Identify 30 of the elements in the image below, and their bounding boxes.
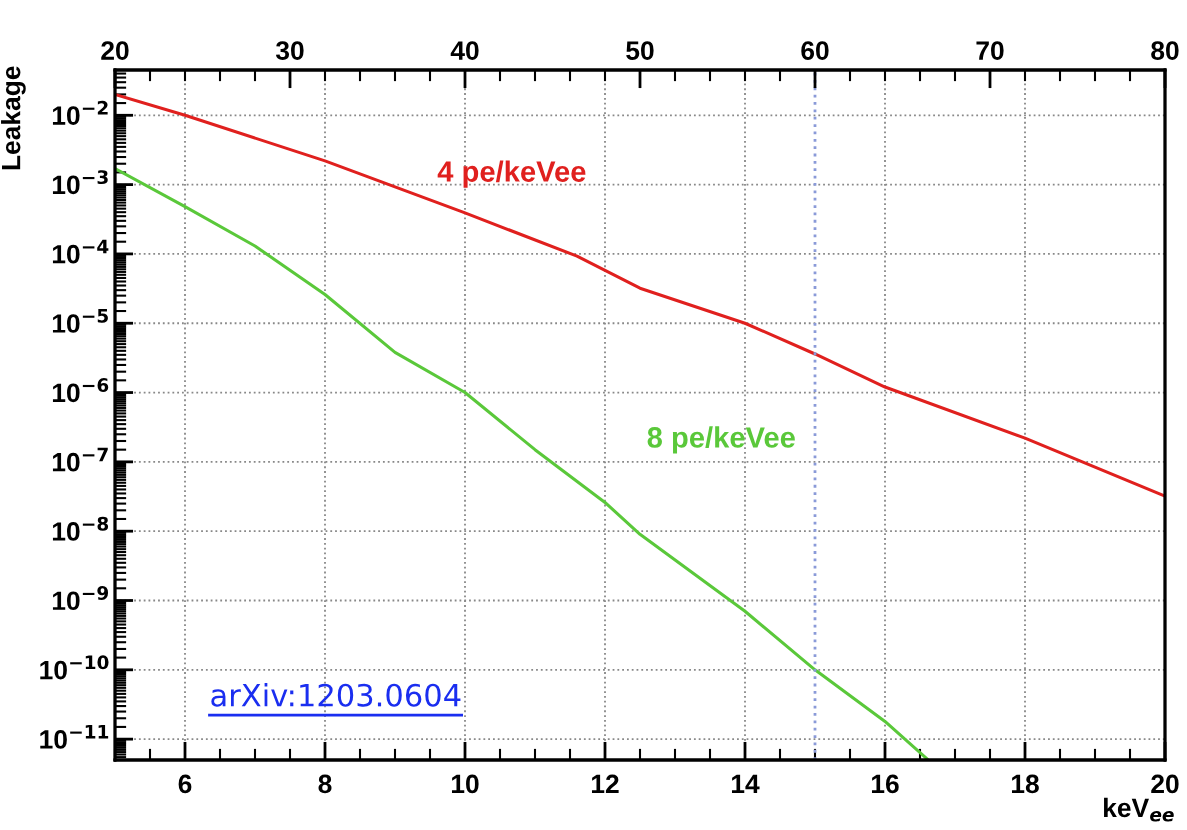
x2-tick-label: 70 <box>976 41 1004 60</box>
x2-tick-label: 20 <box>101 41 129 60</box>
x2-tick-label: 60 <box>801 41 829 60</box>
x-tick-label: 18 <box>1011 774 1039 794</box>
y-axis-title: Leakage <box>1 66 26 170</box>
x-axis-title: keV$_{ee}$ <box>1104 797 1174 822</box>
x-tick-label: 16 <box>871 774 899 794</box>
y-tick-label: 10$^{−6}$ <box>52 378 109 403</box>
x-tick-label: 6 <box>178 774 192 794</box>
x2-tick-label: 40 <box>450 41 479 60</box>
y-tick-label: 10$^{−8}$ <box>52 516 109 541</box>
y-tick-label: 10$^{−4}$ <box>52 239 109 264</box>
y-tick-label: 10$^{−7}$ <box>52 447 108 472</box>
y-tick-label: 10$^{−5}$ <box>52 309 108 333</box>
y-tick-label: 10$^{−11}$ <box>40 724 109 749</box>
text: 8 pe/keVee <box>647 426 795 454</box>
x-tick-label: 10 <box>451 774 479 794</box>
y-tick-label: 10$^{−2}$ <box>52 100 108 125</box>
x-tick-label: 8 <box>318 774 332 794</box>
x-tick-label: 14 <box>731 774 760 794</box>
x2-tick-label: 30 <box>275 41 304 60</box>
y-tick-label: 10$^{−3}$ <box>52 170 108 195</box>
annotation: arXiv:1203.0604 <box>211 683 461 707</box>
x2-tick-label: 50 <box>626 41 654 60</box>
series-label: 4 pe/keVee <box>437 160 586 188</box>
y-tick-label: 10$^{−10}$ <box>40 655 109 680</box>
y-tick-label: 10$^{−9}$ <box>52 586 109 611</box>
x2-tick-label: 80 <box>1151 41 1179 60</box>
x-tick-label: 12 <box>591 774 619 794</box>
x-tick-label: 20 <box>1151 774 1179 794</box>
